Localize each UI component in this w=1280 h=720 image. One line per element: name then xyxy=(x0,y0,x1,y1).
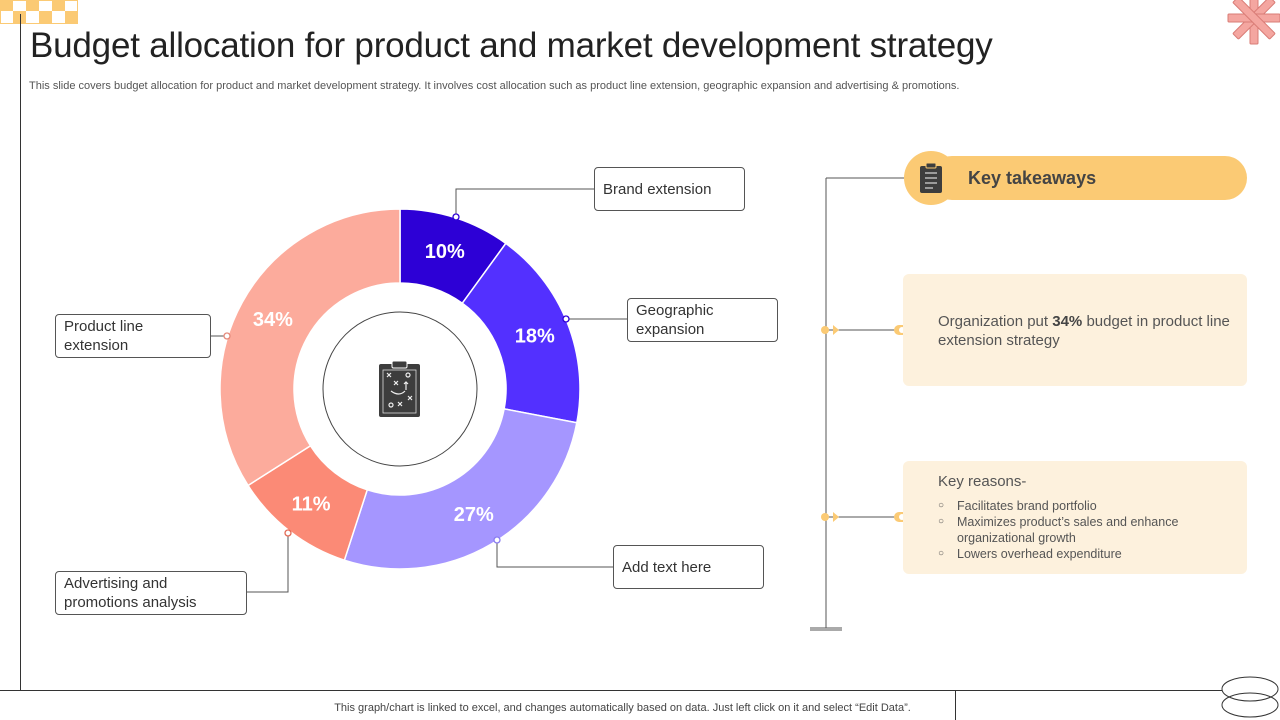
key-reasons-list: Facilitates brand portfolio Maximizes pr… xyxy=(938,498,1228,562)
callout-advertising-text: Advertising and promotions analysis xyxy=(64,575,197,611)
donut-slice-add-text-here[interactable] xyxy=(343,407,578,570)
donut-chart[interactable]: 10% 18% 27% 11% 34% xyxy=(0,0,800,690)
donut-value-label: 34% xyxy=(253,309,293,331)
takeaways-timeline xyxy=(810,177,914,631)
donut-slice-product-line-extension[interactable] xyxy=(219,208,401,487)
inner-ring xyxy=(322,311,478,467)
takeaway-budget-text: Organization put 34% budget in product l… xyxy=(938,312,1233,350)
takeaway-budget-prefix: Organization put xyxy=(938,313,1053,330)
callout-dots xyxy=(223,213,570,544)
list-item: Maximizes product’s sales and enhance or… xyxy=(938,514,1228,546)
key-takeaways-badge xyxy=(904,151,958,205)
takeaway-budget-suffix: budget in product line extension strateg… xyxy=(938,313,1230,349)
asterisk-decoration xyxy=(1227,0,1280,45)
footer-note: This graph/chart is linked to excel, and… xyxy=(334,702,911,714)
callout-add-text-text: Add text here xyxy=(622,558,712,576)
callout-add-text: Add text here xyxy=(613,545,764,589)
ellipse-decoration xyxy=(1221,676,1279,718)
clipboard-strategy-icon xyxy=(379,360,420,417)
key-reasons-title: Key reasons- xyxy=(938,473,1027,490)
clipboard-icon xyxy=(920,163,942,193)
page-subtitle: This slide covers budget allocation for … xyxy=(29,80,960,92)
donut-value-label: 11% xyxy=(292,494,331,516)
bottom-border-line xyxy=(0,690,1222,691)
callout-geographic-expansion: Geographic expansion xyxy=(627,298,778,342)
donut-value-label: 27% xyxy=(454,504,494,526)
takeaway-budget-highlight: 34% xyxy=(1052,313,1083,330)
callout-product-line: Product line extension xyxy=(55,314,211,358)
page-title: Budget allocation for product and market… xyxy=(30,26,993,65)
callout-geographic-expansion-text: Geographic expansion xyxy=(636,302,714,338)
donut-slice-geographic-expansion[interactable] xyxy=(461,242,581,424)
callout-connectors xyxy=(211,188,627,593)
callout-brand-extension-text: Brand extension xyxy=(603,180,712,198)
donut-value-label: 18% xyxy=(515,326,555,348)
list-item: Lowers overhead expenditure xyxy=(938,546,1228,562)
key-takeaways-label: Key takeaways xyxy=(968,168,1097,188)
callout-brand-extension: Brand extension xyxy=(594,167,745,211)
callout-advertising: Advertising and promotions analysis xyxy=(55,571,247,615)
left-border-line xyxy=(20,14,21,690)
donut-value-label: 10% xyxy=(425,241,465,263)
takeaway-card-budget xyxy=(903,274,1247,386)
corner-checker-decoration xyxy=(0,0,78,24)
key-takeaways-banner xyxy=(930,156,1247,200)
callout-product-line-text: Product line extension xyxy=(64,318,144,354)
list-item: Facilitates brand portfolio xyxy=(938,498,1228,514)
footer-divider xyxy=(955,690,956,720)
